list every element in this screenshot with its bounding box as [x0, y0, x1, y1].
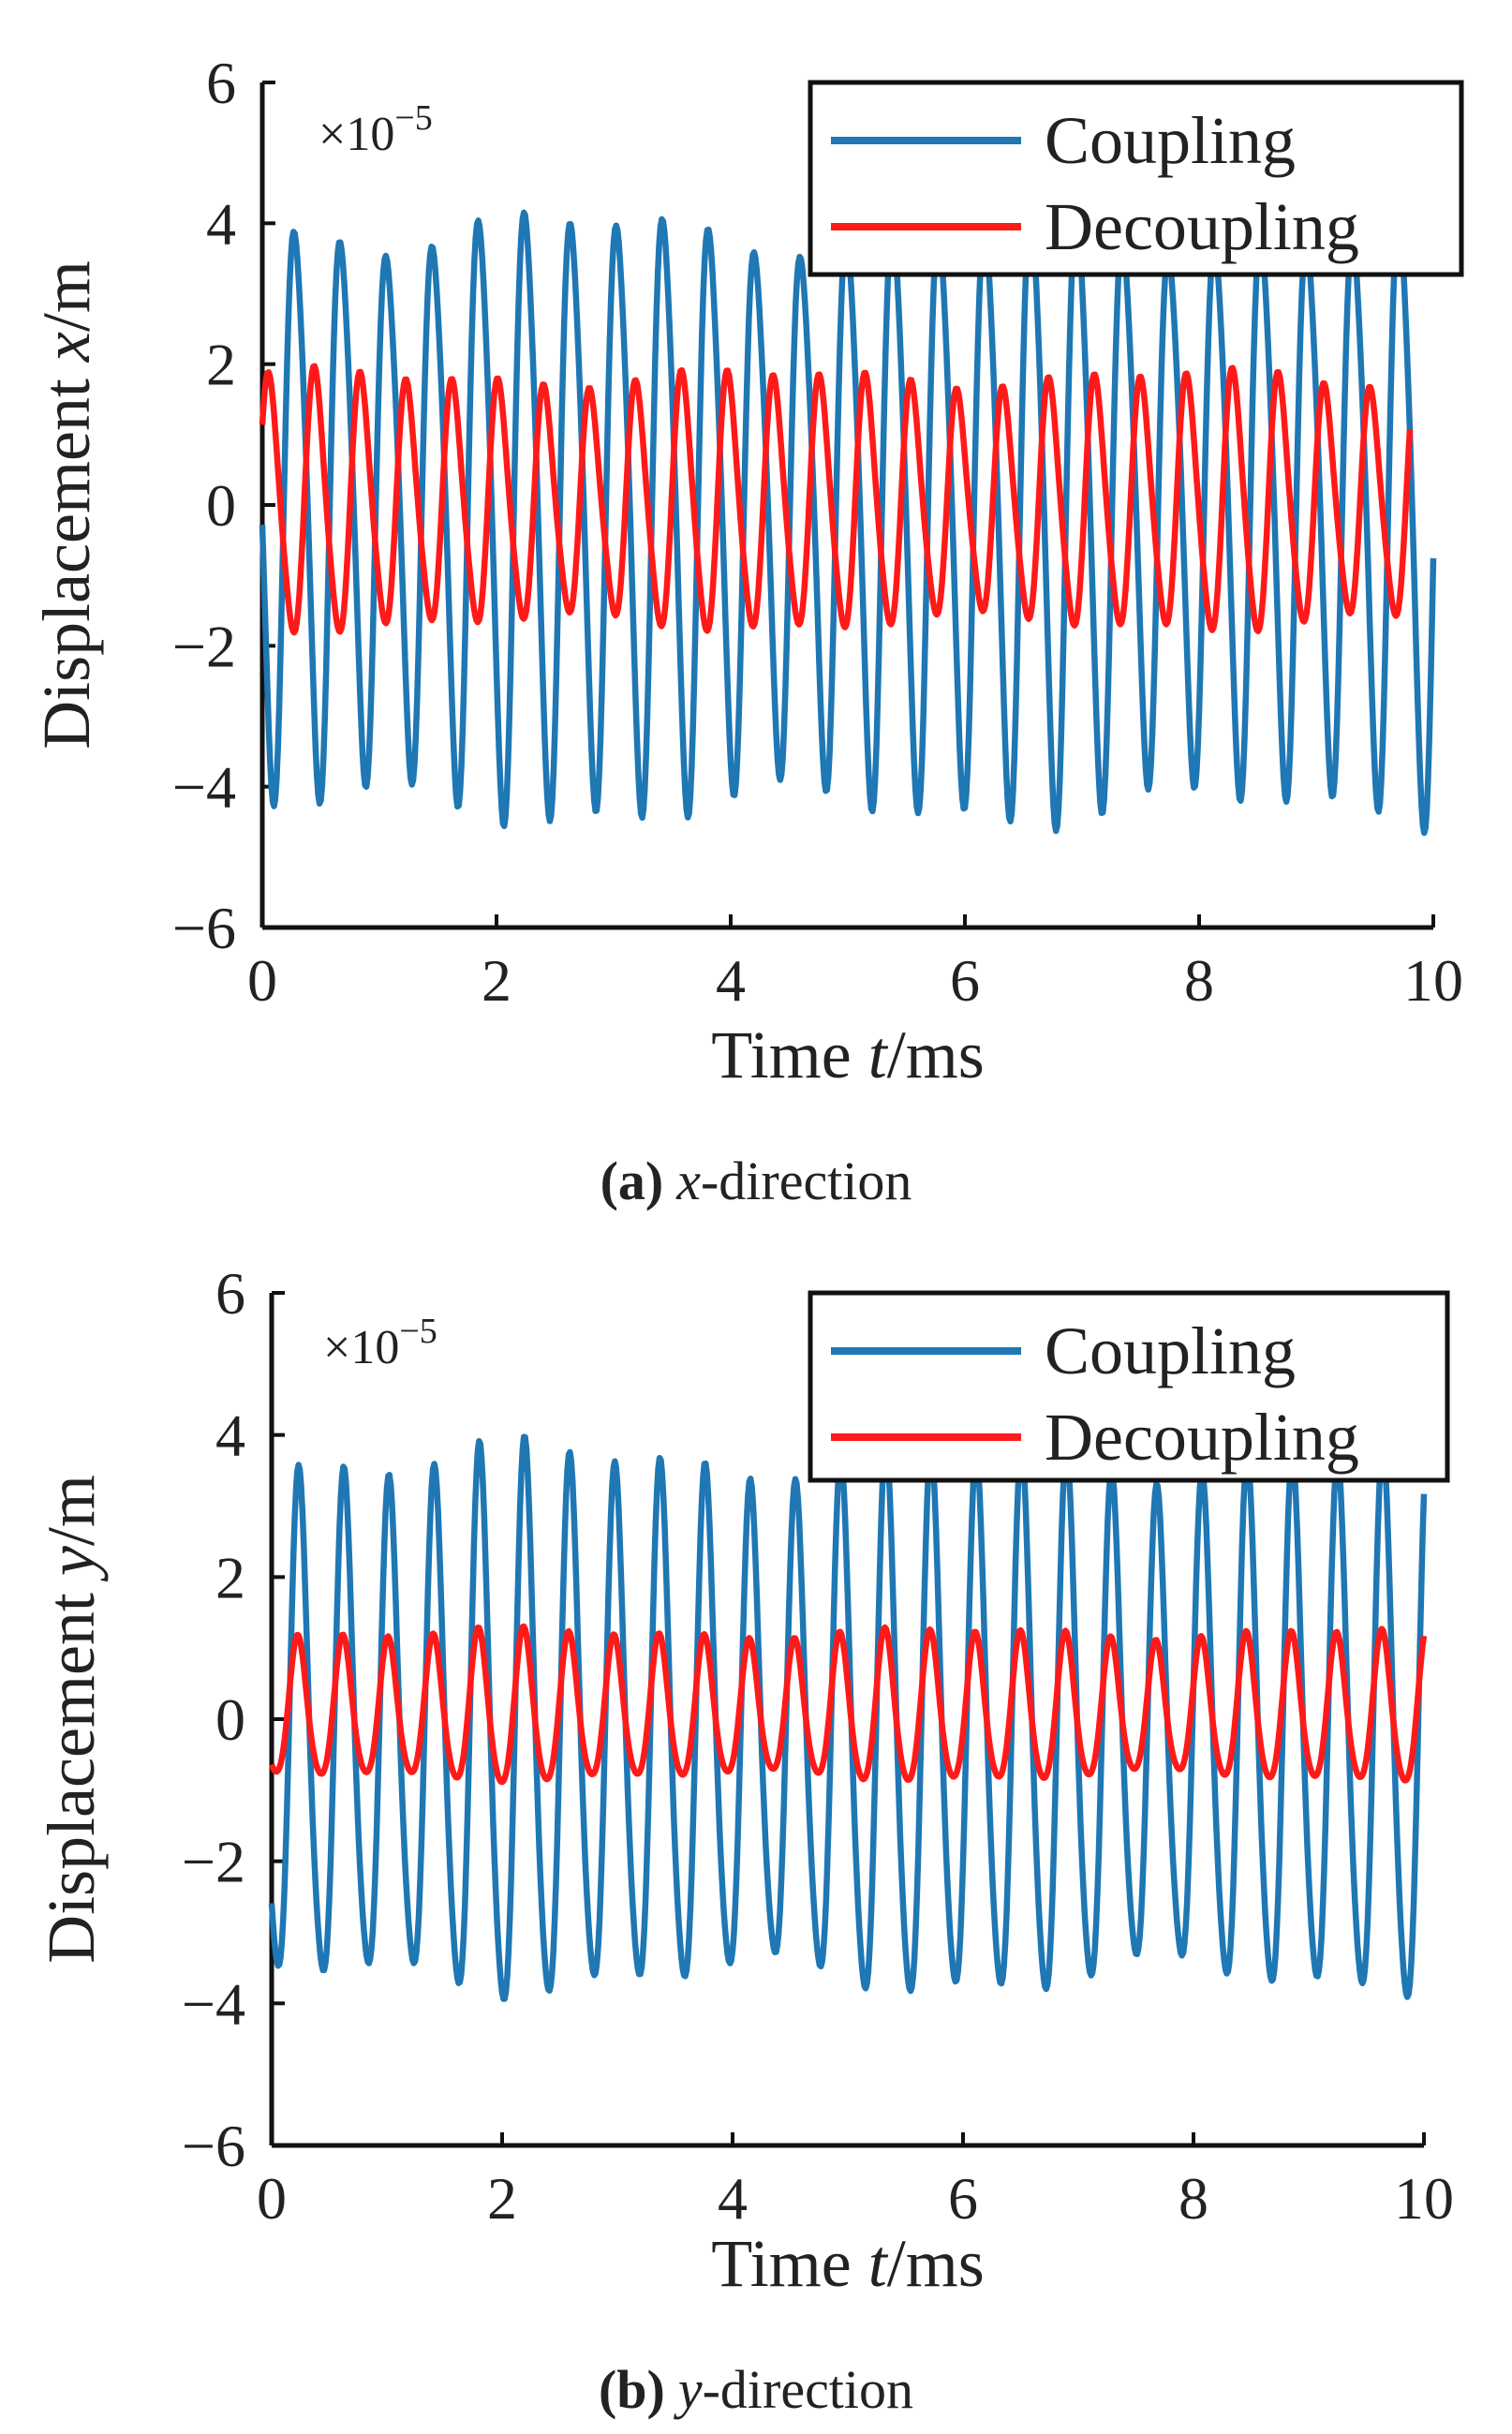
y-tick-label: −6 [172, 895, 236, 961]
legend-label-decoupling: Decoupling [1045, 1400, 1359, 1475]
series-line-coupling [268, 1433, 1428, 2002]
y-tick-label: 4 [215, 1403, 245, 1469]
panel-caption-axis: x [675, 1150, 701, 1211]
x-tick-label: 0 [247, 947, 277, 1014]
y-axis-label: Displacement y/m [34, 1475, 109, 1964]
y-tick-label: 2 [206, 332, 236, 398]
y-tick-label: 0 [206, 472, 236, 539]
legend: Coupling Decoupling [808, 80, 1464, 277]
y-tick-label: 4 [206, 190, 236, 257]
y-multiplier-label: ×10−5 [323, 1312, 437, 1374]
x-axis-label: Time t/ms [711, 1017, 984, 1092]
x-tick-label: 10 [1394, 2165, 1454, 2232]
y-tick-label: −4 [182, 1970, 245, 2037]
x-axis-label: Time t/ms [711, 2226, 984, 2301]
y-tick-label: 2 [215, 1544, 245, 1610]
x-tick-label: 8 [1184, 947, 1214, 1014]
legend-label-coupling: Coupling [1045, 103, 1296, 178]
x-tick-label: 2 [482, 947, 511, 1014]
y-axis-label-var: x [29, 332, 104, 363]
legend-box [808, 80, 1464, 277]
x-axis-label-pre: Time [711, 1017, 867, 1092]
x-tick-label: 6 [950, 947, 980, 1014]
y-multiplier-exponent: −5 [394, 98, 432, 138]
chart-panel-b: −6 −4 −2 0 2 4 6 0 2 4 6 8 10 ×10−5 Coupling Decoupling… [34, 1260, 1454, 2420]
y-tick-label: 6 [206, 50, 236, 116]
y-axis-label-pre: Displacement [29, 362, 104, 749]
legend-label-coupling: Coupling [1045, 1313, 1296, 1388]
y-tick-label: −6 [182, 2113, 245, 2179]
panel-caption-text: -direction [703, 2359, 913, 2420]
y-axis-label-var: y [34, 1546, 109, 1582]
legend-box [808, 1290, 1450, 1483]
x-axis-label-post: /ms [887, 1017, 985, 1092]
x-tick-label: 2 [487, 2165, 517, 2232]
chart-panel-a: −6 −4 −2 0 2 4 6 0 2 4 6 8 10 ×10−5 Coupling Decoupling… [29, 50, 1464, 1211]
legend-label-decoupling: Decoupling [1045, 189, 1359, 264]
y-axis-label-post: /m [34, 1475, 109, 1546]
y-axis-label-pre: Displacement [34, 1576, 109, 1964]
y-tick-label: 0 [215, 1686, 245, 1753]
legend: Coupling Decoupling [808, 1290, 1450, 1483]
panel-caption-label: (b) [599, 2359, 665, 2420]
y-multiplier-label: ×10−5 [319, 98, 433, 161]
x-tick-label: 4 [718, 2165, 748, 2232]
x-tick-label: 4 [716, 947, 746, 1014]
series-line-decoupling [259, 363, 1414, 636]
y-tick-label: −4 [172, 754, 236, 821]
x-axis-label-var: t [868, 2226, 889, 2301]
panel-caption: (a) x-direction [600, 1150, 912, 1211]
y-tick-label: −2 [182, 1829, 245, 1895]
y-multiplier-base: ×10 [319, 108, 394, 161]
y-tick-label: −2 [172, 613, 236, 679]
y-axis-label: Displacement x/m [29, 260, 104, 749]
x-tick-label: 10 [1403, 947, 1463, 1014]
x-axis-label-var: t [868, 1017, 889, 1092]
panel-caption: (b) y-direction [599, 2359, 913, 2420]
y-multiplier-base: ×10 [323, 1321, 399, 1374]
panel-caption-axis: y [674, 2359, 703, 2420]
x-tick-label: 8 [1178, 2165, 1208, 2232]
y-tick-label: 6 [215, 1260, 245, 1327]
series-line-decoupling [268, 1623, 1428, 1786]
y-multiplier-exponent: −5 [399, 1312, 437, 1351]
x-tick-label: 6 [948, 2165, 978, 2232]
x-tick-label: 0 [257, 2165, 287, 2232]
panel-caption-label: (a) [600, 1150, 664, 1211]
y-axis-label-post: /m [29, 260, 104, 332]
x-axis-label-pre: Time [711, 2226, 867, 2301]
x-axis-label-post: /ms [887, 2226, 985, 2301]
panel-caption-text: -direction [701, 1150, 912, 1211]
